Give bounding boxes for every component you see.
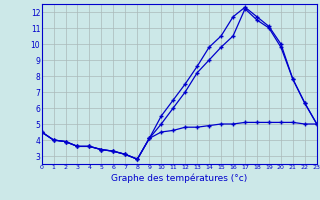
X-axis label: Graphe des températures (°c): Graphe des températures (°c) (111, 173, 247, 183)
